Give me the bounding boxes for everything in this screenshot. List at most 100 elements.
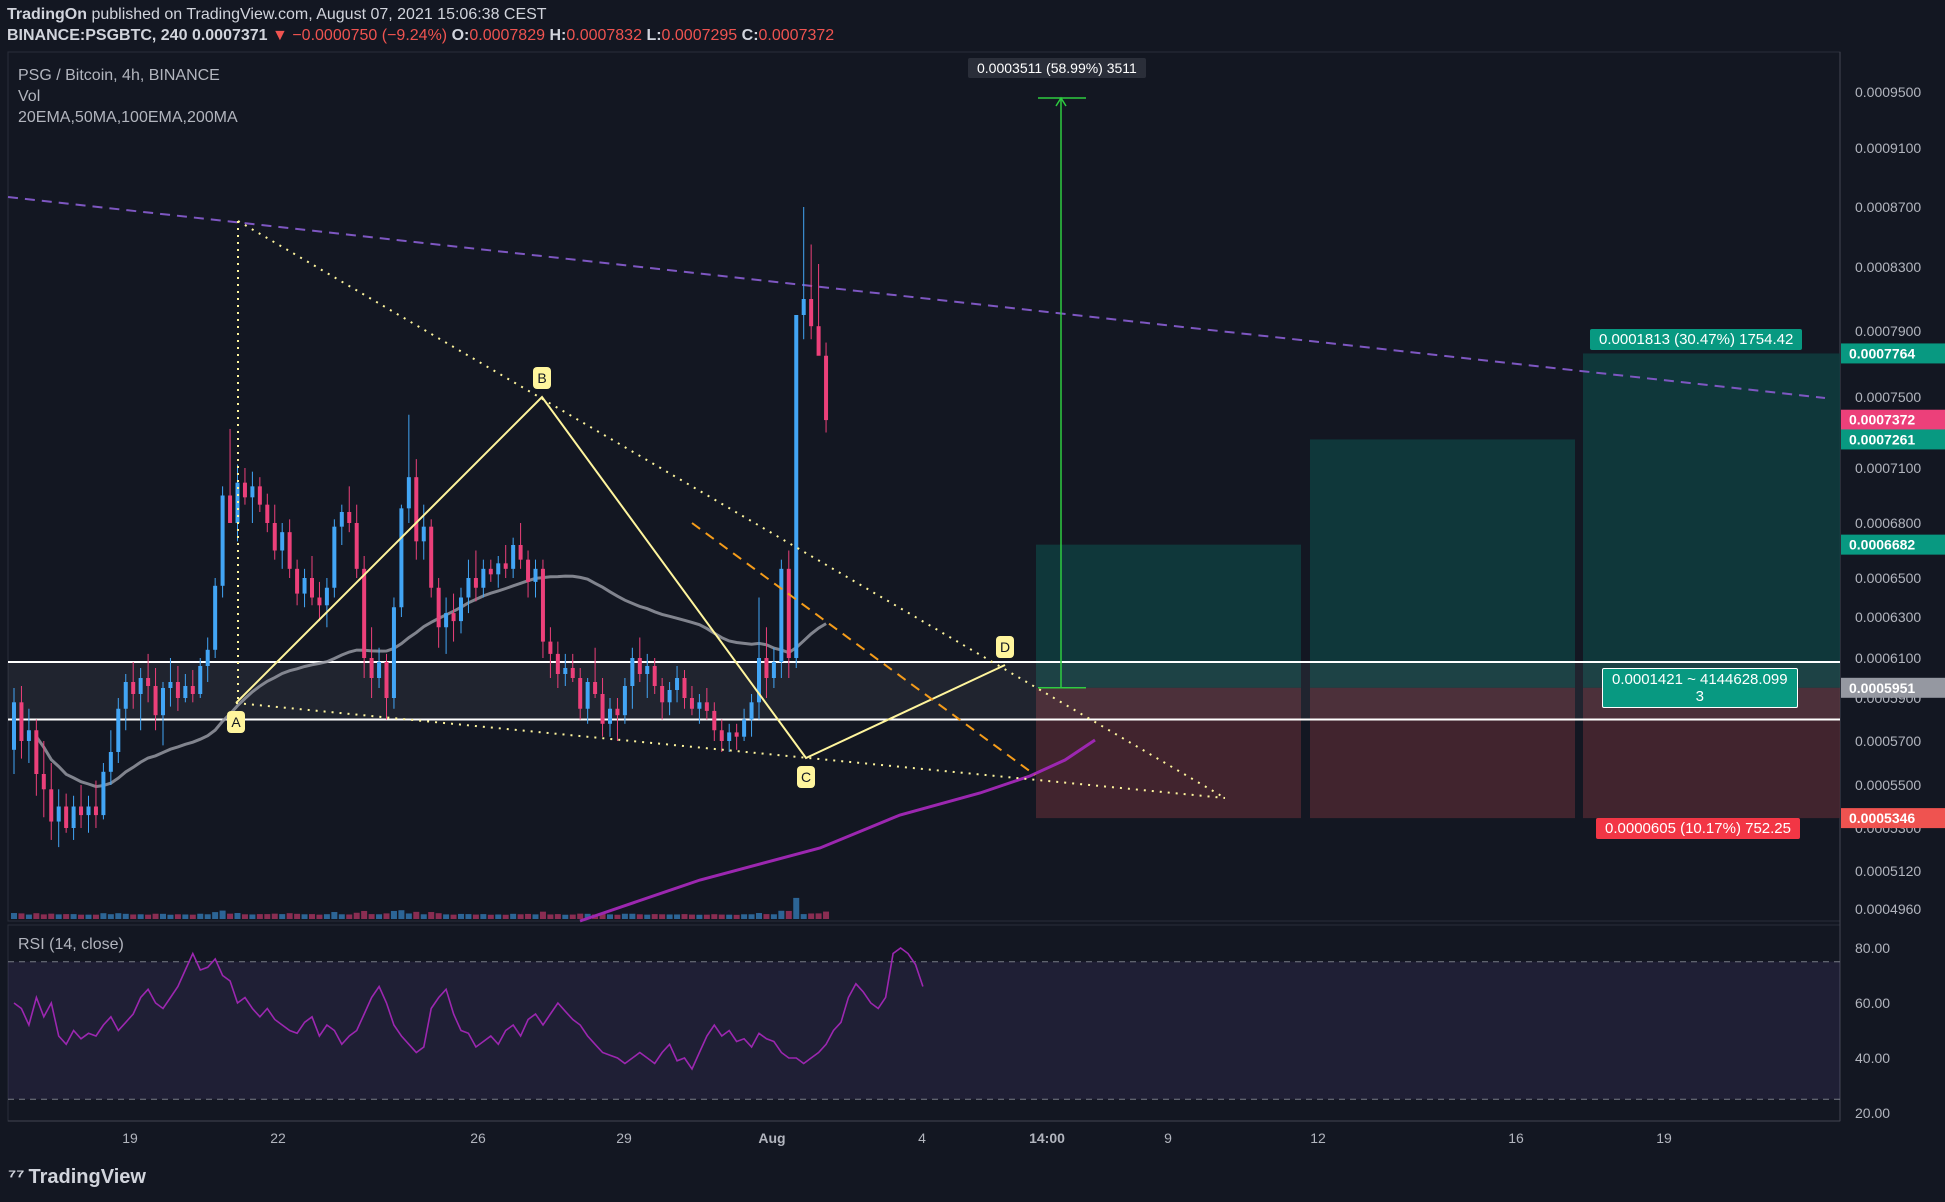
publisher-name[interactable]: TradingOn [7, 6, 87, 23]
volume-bar [204, 914, 211, 919]
volume-bar [651, 914, 658, 919]
volume-bar [726, 914, 733, 919]
candle-body [593, 682, 598, 694]
candle-body [108, 752, 113, 772]
price-label: 0.0007261 [1849, 431, 1915, 447]
volume-bar [510, 913, 517, 919]
candle-body [287, 532, 292, 569]
price-tick-label: 0.0009500 [1855, 84, 1921, 100]
volume-bar [78, 914, 85, 919]
volume-bar [145, 914, 152, 919]
price-tick-label: 0.0005500 [1855, 777, 1921, 793]
volume-bar [338, 914, 345, 919]
measure-arrowhead [1055, 96, 1067, 107]
time-tick-label: 22 [270, 1130, 286, 1146]
candle-body [324, 587, 329, 606]
brand-name: TradingView [28, 1166, 146, 1188]
volume-bar [55, 914, 62, 919]
price-tick-label: 0.0007100 [1855, 460, 1921, 476]
price-label-badge [1841, 677, 1945, 698]
rsi-tick-label: 60.00 [1855, 995, 1890, 1011]
candle-body [608, 708, 612, 724]
volume-bar [666, 914, 673, 919]
candle-body [466, 578, 471, 598]
volume-bar [756, 913, 762, 919]
candle-body [689, 698, 694, 709]
candle-body [347, 512, 352, 523]
volume-bar [182, 914, 189, 919]
rsi-tick-label: 40.00 [1855, 1050, 1890, 1066]
volume-bar [85, 914, 92, 919]
pattern-point-c-badge [797, 766, 815, 788]
candle-body [317, 597, 322, 606]
candle-body [503, 563, 508, 569]
candle-body [540, 568, 545, 642]
volume-bar [63, 914, 70, 919]
ma-200-line [579, 738, 1096, 923]
volume-bar [428, 912, 435, 919]
candle-body [161, 688, 165, 716]
candle-body [824, 355, 829, 421]
candle-body [429, 526, 434, 588]
price-tick-label: 0.0008700 [1855, 199, 1921, 215]
volume-bar [674, 914, 681, 919]
candle-body [295, 568, 300, 594]
candle-body [794, 315, 799, 658]
rsi-tick-label: 80.00 [1855, 940, 1890, 956]
candle-body [228, 495, 233, 523]
candle-body [816, 326, 821, 356]
candle-body [682, 678, 687, 698]
volume-bar [390, 910, 397, 919]
volume-bar [413, 911, 420, 919]
candle-body [615, 708, 620, 716]
rsi-legend[interactable]: RSI (14, close) [18, 936, 124, 953]
wedge-lower-dotted [235, 702, 1226, 799]
volume-bar [517, 914, 524, 919]
volume-bar [793, 897, 800, 919]
high-label: H: [549, 27, 567, 44]
open-value: 0.0007829 [469, 27, 545, 44]
volume-bar [107, 914, 114, 919]
candle-body [518, 545, 523, 560]
volume-bar [264, 914, 271, 919]
volume-bar [279, 914, 286, 919]
candle-body [622, 686, 627, 716]
tradingview-logo[interactable]: ⁷⁷ TradingView [8, 1166, 146, 1189]
series-legend[interactable]: PSG / Bitcoin, 4h, BINANCE [18, 67, 220, 84]
time-tick-label: 16 [1508, 1130, 1524, 1146]
candle-body [220, 495, 225, 586]
price-tick-label: 0.0006800 [1855, 515, 1921, 531]
ma-legend[interactable]: 20EMA,50MA,100EMA,200MA [18, 109, 238, 126]
volume-bar [346, 914, 353, 919]
volume-bar [11, 913, 17, 919]
volume-bar [741, 914, 748, 919]
volume-bar [733, 914, 740, 919]
volume-bar [815, 913, 822, 919]
price-label: 0.0007372 [1849, 412, 1915, 428]
candle-body [116, 708, 121, 752]
candle-body [809, 299, 814, 327]
volume-bar [487, 914, 494, 919]
candle-body [473, 578, 478, 588]
volume-bar [718, 914, 725, 919]
candle-body [771, 662, 776, 678]
candle-body [764, 658, 769, 678]
candle-body [563, 668, 568, 674]
volume-bar [331, 912, 338, 919]
candle-body [749, 702, 754, 720]
volume-legend[interactable]: Vol [18, 88, 41, 105]
candle-body [548, 641, 553, 654]
volume-bar [644, 914, 651, 919]
volume-bar [748, 914, 755, 919]
volume-bar [458, 913, 464, 919]
candle-body [600, 694, 605, 724]
candle-body [153, 686, 158, 716]
candle-body [399, 508, 404, 608]
symbol-line: BINANCE:PSGBTC, 240 0.0007371 ▼ −0.00007… [7, 27, 834, 45]
candle-body [369, 658, 374, 678]
time-tick-label: 12 [1310, 1130, 1326, 1146]
volume-bar [785, 910, 792, 919]
close-value: 0.0007372 [758, 27, 835, 44]
volume-bar [189, 914, 196, 919]
